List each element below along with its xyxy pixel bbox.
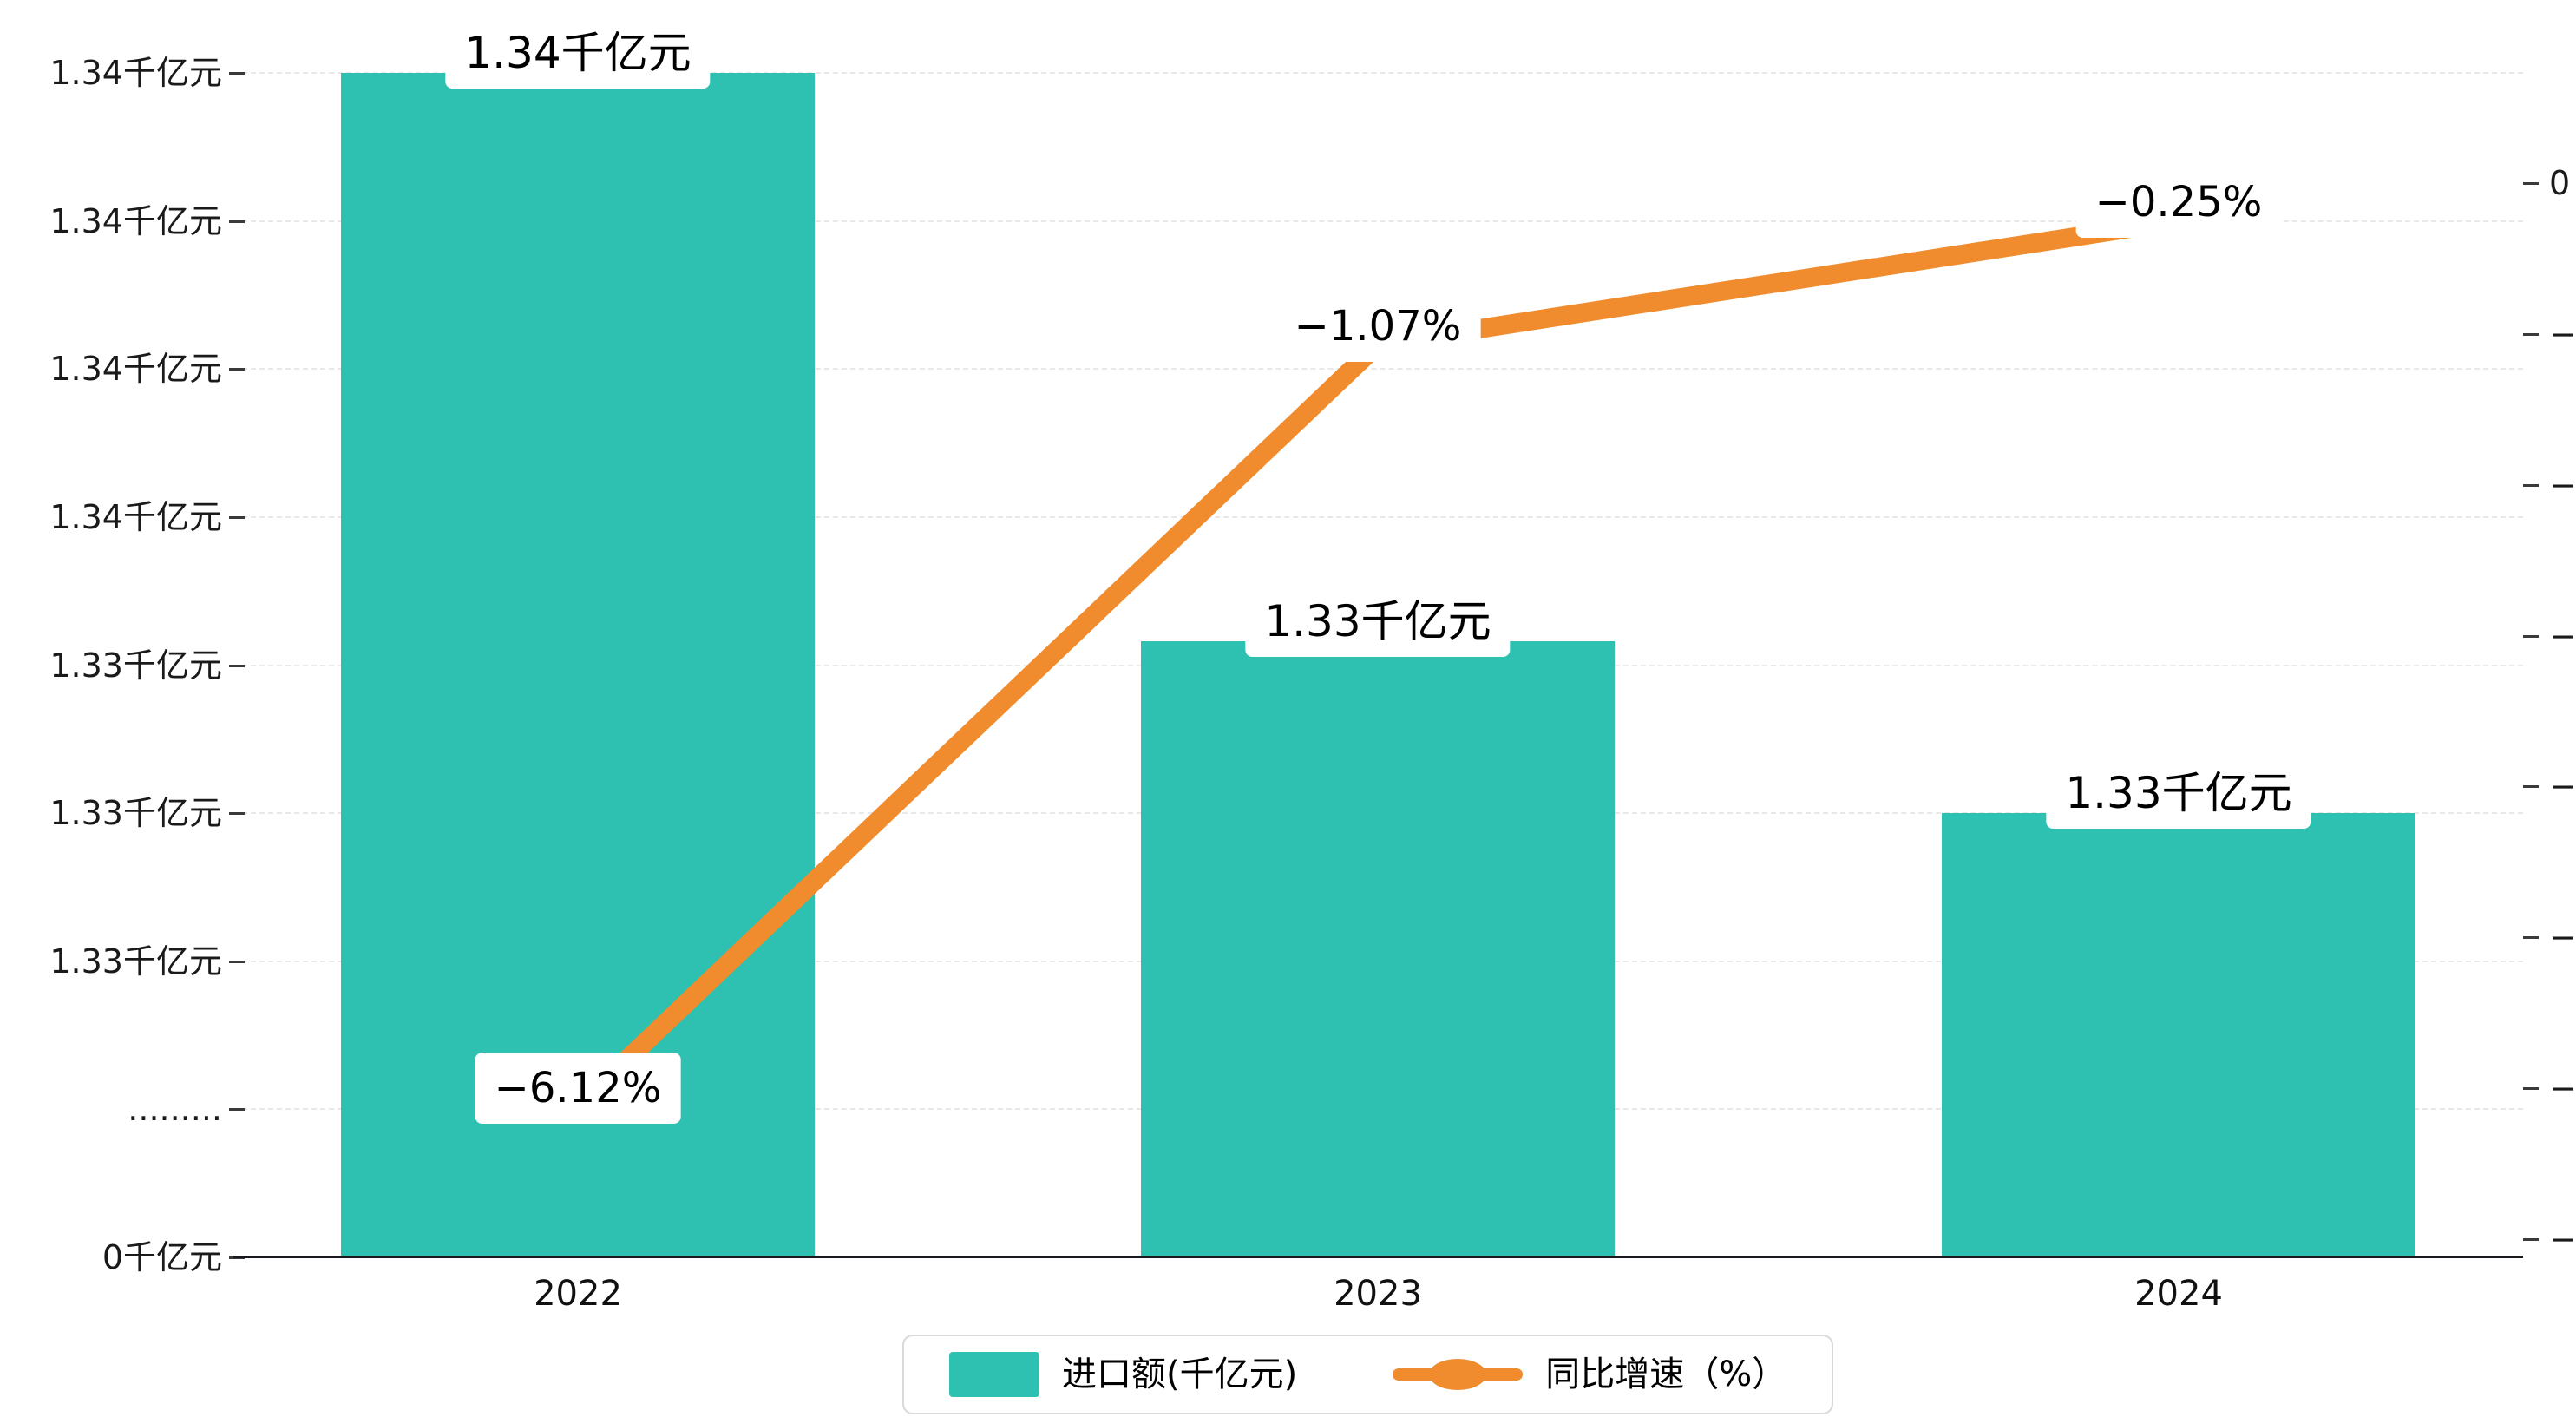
left-axis-tick	[229, 812, 245, 816]
right-axis-tick	[2523, 332, 2539, 336]
x-axis-label-2022: 2022	[534, 1274, 622, 1314]
right-axis-tick-label: −2	[2549, 465, 2576, 504]
left-axis-tick-label: .........	[128, 1090, 222, 1129]
bar-series-swatch	[949, 1352, 1039, 1397]
legend-label-import-amount: 进口额(千亿元)	[1062, 1355, 1298, 1394]
growth-value-label-2024: −0.25%	[2075, 167, 2282, 239]
bar-value-label-2024: 1.33千亿元	[2046, 758, 2311, 830]
left-axis-tick-label: 0千亿元	[102, 1238, 222, 1276]
x-axis-label-2023: 2023	[1334, 1274, 1422, 1314]
bar-value-label-2022: 1.34千亿元	[445, 17, 711, 89]
left-axis-tick-label: 1.34千亿元	[49, 201, 222, 240]
x-axis-line	[233, 1256, 2523, 1258]
right-axis-tick-label: −7	[2549, 1220, 2576, 1258]
left-axis-tick-label: 1.34千亿元	[49, 54, 222, 92]
legend: 进口额(千亿元) 同比增速（%）	[902, 1335, 1834, 1414]
right-axis-tick	[2523, 483, 2539, 487]
left-axis-tick	[229, 515, 245, 519]
gridline	[233, 72, 2523, 74]
right-axis-tick	[2523, 785, 2539, 789]
right-axis-tick-label: 0	[2549, 164, 2571, 202]
left-axis-tick	[229, 72, 245, 75]
left-axis-tick-label: 1.34千亿元	[49, 350, 222, 389]
line-series-marker	[1393, 1352, 1524, 1397]
x-axis-label-2024: 2024	[2134, 1274, 2223, 1314]
bar-value-label-2023: 1.33千亿元	[1245, 586, 1511, 658]
legend-label-yoy-growth: 同比增速（%）	[1545, 1355, 1787, 1394]
left-axis-tick	[229, 960, 245, 963]
left-axis-tick	[229, 664, 245, 667]
left-axis-tick-label: 1.33千亿元	[49, 794, 222, 833]
bar-2024[interactable]	[1942, 813, 2415, 1257]
legend-item-yoy-growth[interactable]: 同比增速（%）	[1393, 1352, 1786, 1397]
left-axis-tick-label: 1.33千亿元	[49, 941, 222, 981]
left-axis-tick-label: 1.34千亿元	[49, 497, 222, 536]
right-axis-tick-label: −3	[2549, 616, 2576, 655]
right-axis-tick	[2523, 1238, 2539, 1241]
right-axis-tick-label: −6	[2549, 1069, 2576, 1108]
left-axis-tick	[229, 1108, 245, 1112]
left-axis-tick	[229, 220, 245, 223]
left-axis-tick	[229, 368, 245, 371]
right-axis-tick	[2523, 936, 2539, 940]
right-axis-tick	[2523, 182, 2539, 185]
right-axis-tick-label: −5	[2549, 918, 2576, 957]
right-axis-tick-label: −1	[2549, 314, 2576, 353]
growth-value-label-2022: −6.12%	[475, 1053, 681, 1124]
right-axis-tick	[2523, 634, 2539, 638]
right-axis-tick-label: −4	[2549, 767, 2576, 806]
growth-value-label-2023: −1.07%	[1275, 291, 1481, 363]
left-axis-tick-label: 1.33千亿元	[49, 646, 222, 685]
legend-item-import-amount[interactable]: 进口额(千亿元)	[949, 1352, 1297, 1397]
bar-2023[interactable]	[1141, 641, 1615, 1257]
legend-ellipse-icon	[1429, 1359, 1487, 1390]
right-axis-tick	[2523, 1087, 2539, 1091]
